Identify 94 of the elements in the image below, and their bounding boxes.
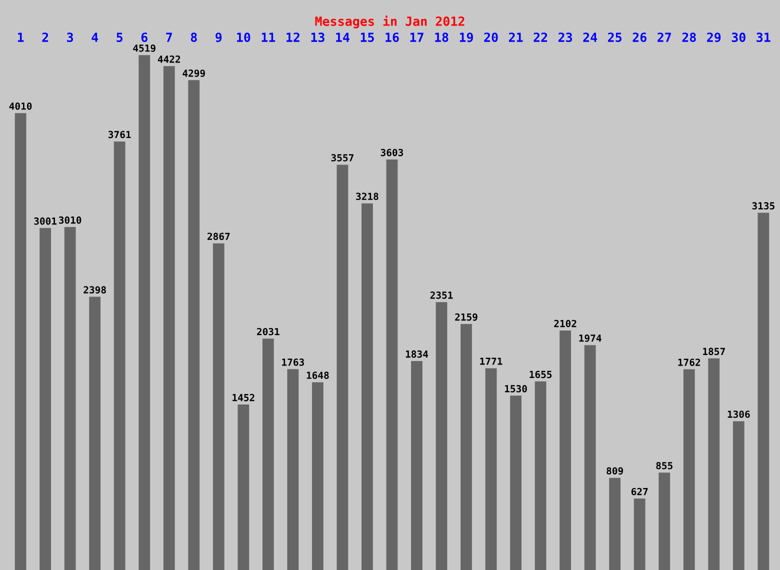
data-label: 627 bbox=[631, 488, 648, 496]
bar bbox=[64, 227, 76, 570]
x-tick-label: 17 bbox=[410, 32, 424, 42]
bar bbox=[609, 478, 621, 570]
data-label: 3135 bbox=[752, 202, 774, 210]
bar bbox=[584, 345, 596, 570]
bar bbox=[163, 66, 175, 570]
data-label: 1857 bbox=[703, 348, 725, 356]
bar bbox=[362, 203, 373, 570]
data-label: 1452 bbox=[232, 394, 254, 402]
bar bbox=[114, 141, 126, 570]
bar bbox=[510, 396, 522, 570]
x-tick-label: 2 bbox=[42, 32, 48, 42]
data-label: 2398 bbox=[84, 286, 106, 294]
x-tick-label: 20 bbox=[484, 32, 498, 42]
data-label: 4422 bbox=[158, 56, 180, 63]
data-label: 2102 bbox=[554, 320, 576, 328]
bar bbox=[312, 382, 324, 570]
data-label: 1974 bbox=[579, 334, 602, 342]
data-label: 1763 bbox=[282, 358, 304, 366]
bar bbox=[683, 369, 695, 570]
data-label: 4010 bbox=[9, 102, 32, 110]
bar bbox=[485, 368, 497, 570]
x-tick-label: 18 bbox=[435, 32, 448, 42]
data-label: 2159 bbox=[455, 313, 478, 321]
x-tick-label: 11 bbox=[262, 32, 276, 42]
x-tick-label: 23 bbox=[558, 32, 572, 42]
x-tick-label: 21 bbox=[508, 32, 523, 42]
x-tick-label: 29 bbox=[707, 32, 721, 42]
bar bbox=[708, 358, 720, 570]
x-tick-label: 5 bbox=[116, 32, 123, 42]
bar bbox=[14, 113, 26, 570]
data-label: 1648 bbox=[306, 372, 329, 379]
bar bbox=[758, 212, 770, 570]
bar bbox=[188, 80, 200, 570]
bar bbox=[336, 164, 348, 570]
data-label: 2031 bbox=[257, 328, 280, 336]
data-label: 1771 bbox=[480, 358, 502, 365]
data-label: 855 bbox=[656, 462, 672, 470]
x-tick-label: 24 bbox=[583, 32, 598, 42]
bar bbox=[560, 330, 572, 570]
bar bbox=[212, 243, 224, 570]
data-label: 3761 bbox=[108, 130, 131, 138]
bar bbox=[460, 324, 472, 570]
x-tick-label: 4 bbox=[92, 32, 98, 42]
data-label: 1762 bbox=[678, 358, 700, 366]
bar bbox=[658, 472, 670, 570]
x-tick-label: 30 bbox=[732, 32, 746, 42]
x-tick-label: 28 bbox=[682, 32, 696, 42]
data-label: 3001 bbox=[34, 217, 57, 225]
data-label: 1834 bbox=[406, 350, 428, 358]
bar bbox=[534, 381, 546, 570]
x-tick-label: 6 bbox=[141, 32, 148, 42]
bar bbox=[411, 361, 422, 570]
data-label: 1655 bbox=[530, 370, 552, 378]
x-tick-label: 26 bbox=[632, 32, 646, 42]
x-tick-label: 1 bbox=[18, 32, 24, 42]
x-tick-label: 27 bbox=[658, 32, 671, 42]
data-label: 3218 bbox=[356, 192, 378, 200]
x-tick-label: 10 bbox=[237, 32, 250, 42]
data-label: 3603 bbox=[380, 148, 404, 156]
data-label: 4519 bbox=[133, 44, 156, 52]
data-label: 1306 bbox=[728, 410, 750, 418]
bar bbox=[138, 55, 150, 570]
chart-title: Messages in Jan 2012 bbox=[315, 16, 464, 28]
bar bbox=[89, 296, 101, 570]
bar bbox=[262, 338, 274, 570]
x-tick-label: 31 bbox=[756, 32, 770, 42]
data-label: 2867 bbox=[207, 232, 230, 240]
bar bbox=[386, 159, 398, 570]
bar bbox=[287, 369, 299, 570]
x-tick-label: 8 bbox=[190, 32, 197, 42]
x-tick-label: 19 bbox=[460, 32, 473, 42]
data-label: 809 bbox=[606, 467, 623, 475]
data-label: 3010 bbox=[58, 216, 82, 224]
x-tick-label: 25 bbox=[608, 32, 622, 42]
bar bbox=[732, 421, 744, 570]
x-tick-label: 13 bbox=[311, 32, 324, 42]
x-tick-label: 14 bbox=[336, 32, 350, 42]
bar bbox=[40, 228, 52, 570]
x-tick-label: 9 bbox=[216, 32, 222, 42]
bar bbox=[238, 404, 250, 570]
bar bbox=[634, 498, 646, 570]
x-tick-label: 16 bbox=[386, 32, 399, 42]
x-tick-label: 3 bbox=[67, 32, 74, 42]
data-label: 4299 bbox=[182, 70, 205, 77]
data-label: 1530 bbox=[504, 385, 527, 392]
bar bbox=[436, 302, 448, 570]
x-tick-label: 12 bbox=[286, 32, 300, 42]
x-tick-label: 15 bbox=[360, 32, 374, 42]
data-label: 3557 bbox=[331, 154, 354, 162]
x-tick-label: 22 bbox=[534, 32, 548, 42]
data-label: 2351 bbox=[430, 291, 453, 299]
x-tick-label: 7 bbox=[166, 32, 172, 42]
